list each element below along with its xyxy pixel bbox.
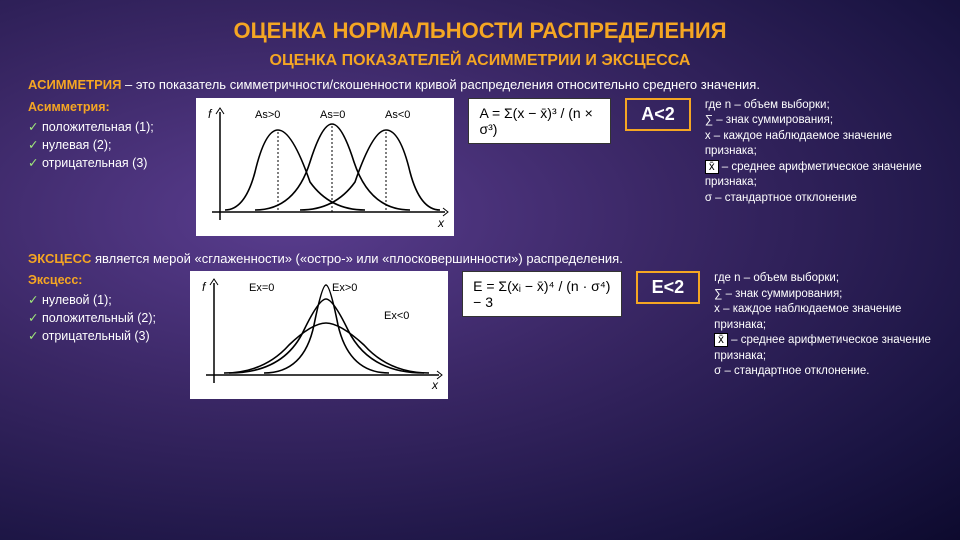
- asymmetry-chart: As>0 As=0 As<0 f x: [196, 98, 454, 236]
- asymmetry-formula: A = Σ(x − x̄)³ / (n × σ³): [468, 98, 611, 144]
- x-axis-label: x: [431, 378, 439, 392]
- kurtosis-list-lead: Эксцесс:: [28, 271, 176, 289]
- kurtosis-def-text: является мерой «сглаженности» («остро-» …: [91, 251, 622, 266]
- list-item: положительный (2);: [28, 309, 176, 327]
- slide-subtitle: ОЦЕНКА ПОКАЗАТЕЛЕЙ АСИММЕТРИИ И ЭКСЦЕССА: [28, 52, 932, 70]
- chart-label: Ex=0: [249, 282, 274, 294]
- chart-label: As<0: [385, 109, 410, 121]
- kurtosis-definition: ЭКСЦЕСС является мерой «сглаженности» («…: [28, 250, 932, 268]
- asymmetry-list: Асимметрия: положительная (1); нулевая (…: [28, 98, 182, 173]
- asymmetry-criterion: A<2: [625, 98, 691, 131]
- kurtosis-formula: E = Σ(xᵢ − x̄)⁴ / (n · σ⁴) − 3: [462, 271, 622, 317]
- list-item: положительная (1);: [28, 118, 182, 136]
- list-item: отрицательная (3): [28, 154, 182, 172]
- asymmetry-legend: где n – объем выборки; ∑ – знак суммиров…: [705, 98, 932, 207]
- kurtosis-section: ЭКСЦЕСС является мерой «сглаженности» («…: [28, 250, 932, 400]
- asymmetry-term: АСИММЕТРИЯ: [28, 77, 121, 92]
- kurtosis-legend: где n – объем выборки; ∑ – знак суммиров…: [714, 271, 932, 380]
- asymmetry-list-lead: Асимметрия:: [28, 98, 182, 116]
- kurtosis-criterion: E<2: [636, 271, 701, 304]
- list-item: отрицательный (3): [28, 327, 176, 345]
- asymmetry-section: АСИММЕТРИЯ – это показатель симметричнос…: [28, 76, 932, 236]
- asymmetry-def-text: – это показатель симметричности/скошенно…: [121, 77, 760, 92]
- kurtosis-term: ЭКСЦЕСС: [28, 251, 91, 266]
- list-item: нулевая (2);: [28, 136, 182, 154]
- chart-label: As>0: [255, 109, 280, 121]
- x-axis-label: x: [437, 216, 445, 230]
- chart-label: Ex>0: [332, 282, 357, 294]
- kurtosis-chart: Ex=0 Ex>0 Ex<0 f x: [190, 271, 448, 399]
- slide-title: ОЦЕНКА НОРМАЛЬНОСТИ РАСПРЕДЕЛЕНИЯ: [28, 18, 932, 44]
- kurtosis-list: Эксцесс: нулевой (1); положительный (2);…: [28, 271, 176, 346]
- chart-label: As=0: [320, 109, 345, 121]
- list-item: нулевой (1);: [28, 291, 176, 309]
- chart-label: Ex<0: [384, 310, 409, 322]
- asymmetry-definition: АСИММЕТРИЯ – это показатель симметричнос…: [28, 76, 932, 94]
